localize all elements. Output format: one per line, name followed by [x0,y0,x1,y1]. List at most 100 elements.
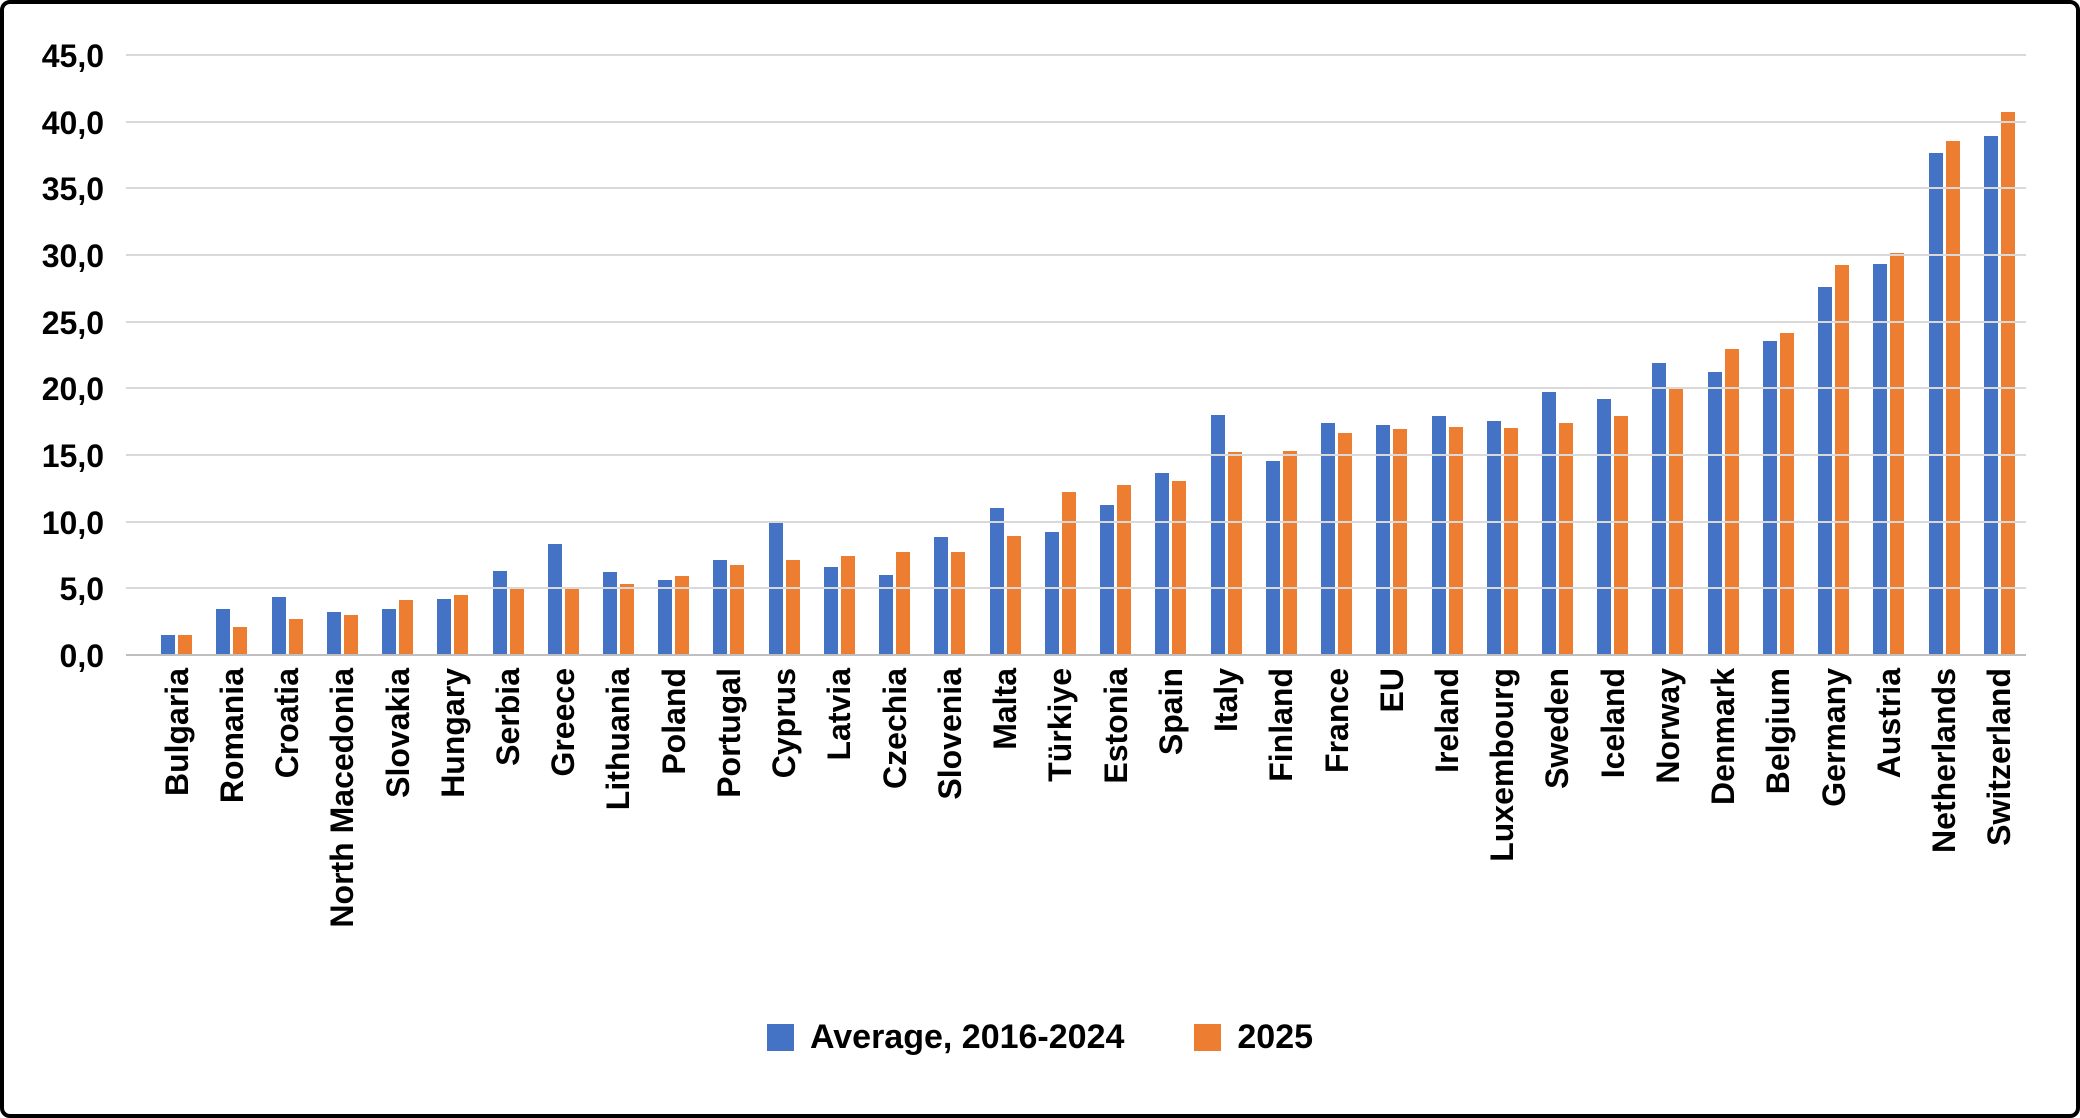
x-axis-category-label: Malta [987,668,1024,750]
x-axis-label-cell: Italy [1198,668,1253,928]
bar-2025 [399,600,414,656]
y-axis-tick-label: 45,0 [41,38,104,74]
x-axis-category-label: France [1318,668,1355,773]
x-axis-category-label: Bulgaria [158,668,195,797]
x-axis-label-cell: Cyprus [757,668,812,928]
x-axis-label-cell: Lithuania [591,668,646,928]
bar-group [480,55,535,656]
bar-average [271,597,286,656]
bar-average [1762,341,1777,656]
bar-group [204,55,259,656]
bar-group [1364,55,1419,656]
x-axis-label-cell: Ireland [1419,668,1474,928]
y-axis-tick-label: 25,0 [41,304,104,341]
gridline [126,254,2026,256]
bar-2025 [1338,433,1353,656]
y-axis-tick-label: 0,0 [59,638,104,674]
x-axis-label-cell: France [1309,668,1364,928]
x-axis-category-label: Romania [213,668,250,804]
x-axis-label-cell: Malta [978,668,1033,928]
x-axis-category-label: Slovakia [379,668,416,798]
x-axis-label-cell: Norway [1640,668,1695,928]
x-axis-label-cell: Greece [536,668,591,928]
gridline [126,454,2026,456]
bar-2025 [1227,452,1242,656]
chart-legend: Average, 2016-2024 2025 [4,1020,2076,1054]
x-axis-label-cell: Switzerland [1972,668,2027,928]
bar-group [1198,55,1253,656]
gridline [126,587,2026,590]
x-axis-label-cell: Spain [1143,668,1198,928]
bar-average [658,580,673,656]
bar-2025 [2000,112,2015,656]
bar-average [934,537,949,656]
bar-2025 [454,594,469,656]
bar-average [1044,532,1059,656]
gridline [126,120,2026,123]
bar-average [437,598,452,656]
bar-average [1210,414,1225,656]
x-axis-label-cell: Netherlands [1917,668,1972,928]
bar-2025 [509,589,524,656]
bar-2025 [233,626,248,656]
bar-2025 [343,614,358,656]
bar-group [1475,55,1530,656]
bar-group [701,55,756,656]
x-axis-label-cell: Croatia [259,668,314,928]
x-axis-label-cell: Belgium [1751,668,1806,928]
bar-2025 [1724,349,1739,656]
bar-2025 [1558,422,1573,656]
x-axis-category-label: Latvia [821,668,858,761]
bar-group [1088,55,1143,656]
x-axis-label-cell: Türkiye [1033,668,1088,928]
bar-group [1861,55,1916,656]
x-axis-category-label: Ireland [1429,668,1465,773]
bar-2025 [288,618,303,656]
x-axis-category-label: EU [1373,668,1410,713]
x-axis-category-label: Cyprus [766,668,803,779]
x-axis-label-cell: EU [1364,668,1419,928]
bar-average [1928,153,1943,656]
bar-average [326,612,341,656]
x-axis-label-cell: Bulgaria [149,668,204,928]
bar-2025 [951,552,966,656]
bar-group [1143,55,1198,656]
x-axis-category-label: Austria [1870,668,1907,779]
bar-group [1585,55,1640,656]
bar-group [425,55,480,656]
bar-group [1419,55,1474,656]
x-axis-category-label: Slovenia [931,668,968,800]
x-axis-category-label: Estonia [1097,668,1134,784]
x-axis-label-cell: Poland [646,668,701,928]
x-axis-category-label: Luxembourg [1484,668,1521,862]
bar-average [1376,425,1391,656]
legend-swatch-2025-icon [1194,1023,1222,1051]
x-axis-category-label: Lithuania [600,668,637,811]
bar-2025 [1835,265,1850,656]
x-axis-label-cell: Slovakia [370,668,425,928]
x-axis-category-label: Portugal [710,668,747,798]
bar-average [823,566,838,656]
x-axis-category-label: Spain [1152,668,1189,756]
bar-average [879,574,894,656]
legend-label-average: Average, 2016-2024 [809,1018,1125,1056]
bar-2025 [1614,416,1629,656]
x-axis-label-cell: Luxembourg [1475,668,1530,928]
bar-group [315,55,370,656]
bar-group [867,55,922,656]
bar-group [536,55,591,656]
bar-average [547,544,562,656]
bar-group [812,55,867,656]
x-axis-category-label: Switzerland [1981,668,2018,846]
bar-group [1751,55,1806,656]
x-axis-category-label: Poland [655,668,692,775]
bar-2025 [1393,429,1408,656]
x-axis-category-label: Norway [1649,668,1686,784]
y-axis-tick-label: 30,0 [41,238,104,274]
bar-chart-plot-area: Bulgaria Romania Croatia North Macedonia Slo… [4,4,2076,1114]
bar-average [1873,264,1888,656]
bar-group [259,55,314,656]
bar-2025 [1006,536,1021,656]
bar-group [1806,55,1861,656]
